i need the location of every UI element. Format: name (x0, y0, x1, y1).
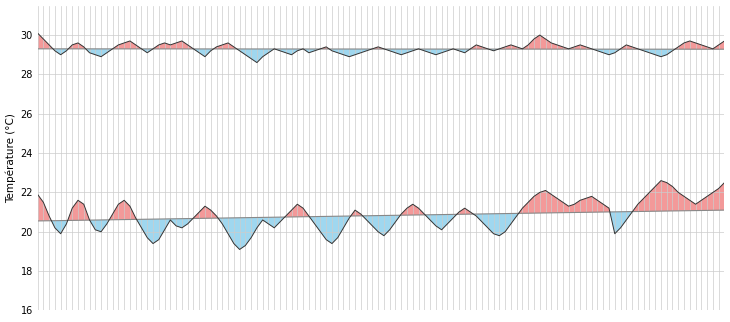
Y-axis label: Température (°C): Température (°C) (6, 113, 16, 203)
